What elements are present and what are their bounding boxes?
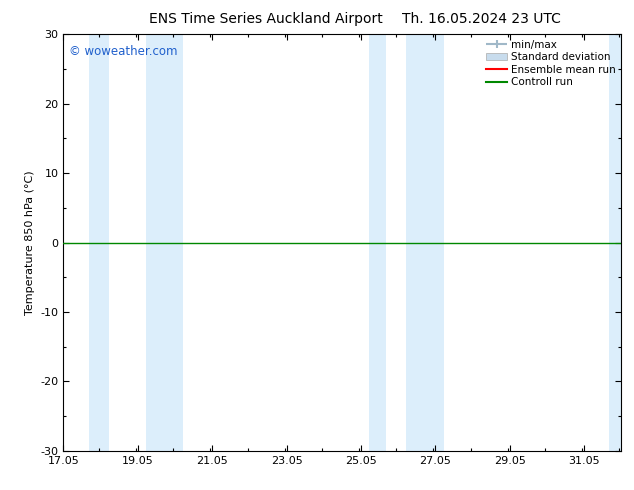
Bar [89, 34, 109, 451]
Bar [369, 34, 386, 451]
Text: Th. 16.05.2024 23 UTC: Th. 16.05.2024 23 UTC [403, 12, 561, 26]
Y-axis label: Temperature 850 hPa (°C): Temperature 850 hPa (°C) [25, 170, 35, 315]
Bar [406, 34, 444, 451]
Legend: min/max, Standard deviation, Ensemble mean run, Controll run: min/max, Standard deviation, Ensemble me… [484, 37, 618, 89]
Bar [146, 34, 183, 451]
Text: © woweather.com: © woweather.com [69, 45, 178, 58]
Text: ENS Time Series Auckland Airport: ENS Time Series Auckland Airport [150, 12, 383, 26]
Bar [609, 34, 621, 451]
